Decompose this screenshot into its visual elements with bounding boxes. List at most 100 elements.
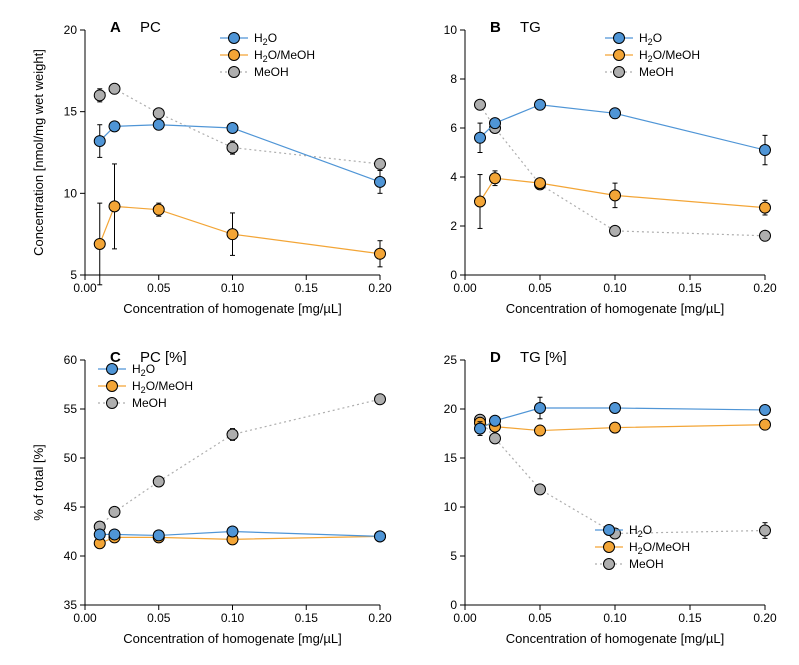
series-line-MeOH: [480, 420, 765, 534]
y-tick-label: 8: [450, 72, 457, 86]
figure-root: 0.00 0.05 0.10 0.15 0.20 Concentration of hom…: [0, 0, 799, 665]
legend-label-MeOH: MeOH: [132, 396, 167, 410]
panel-title: TG: [520, 19, 541, 36]
marker-H2O: [153, 119, 164, 130]
marker-H2O: [760, 145, 771, 156]
marker-H2O_MeOH: [610, 190, 621, 201]
marker-H2O_MeOH: [535, 178, 546, 189]
marker-MeOH: [227, 142, 238, 153]
x-axis-title: Concentration of homogenate [mg/µL]: [506, 631, 725, 646]
y-axis-title: Concentration [nmol/mg wet weight]: [31, 49, 46, 256]
marker-H2O: [109, 121, 120, 132]
y-tick-label: 0: [450, 268, 457, 282]
y-tick-label: 5: [70, 268, 77, 282]
marker-MeOH: [760, 525, 771, 536]
marker-H2O: [610, 108, 621, 119]
y-tick-label: 10: [444, 500, 458, 514]
marker-H2O: [490, 118, 501, 129]
marker-MeOH: [227, 429, 238, 440]
series-line-H2O_MeOH: [100, 536, 380, 543]
legend-label-H2O: H2O: [639, 31, 662, 47]
panel-a: 0.000.050.100.150.20Concentration of hom…: [20, 10, 395, 325]
legend-label-H2O: H2O: [254, 31, 277, 47]
marker-MeOH: [153, 476, 164, 487]
marker-H2O: [227, 526, 238, 537]
x-tick-label: 0.10: [603, 611, 627, 625]
marker-H2O: [375, 176, 386, 187]
panel-letter: D: [490, 349, 501, 366]
series-line-MeOH: [100, 399, 380, 526]
x-tick-label: 0.00: [453, 281, 477, 295]
legend-label-MeOH: MeOH: [629, 557, 664, 571]
legend-label-H2O_MeOH: H2O/MeOH: [132, 379, 193, 395]
y-tick-label: 2: [450, 219, 457, 233]
y-tick-label: 6: [450, 121, 457, 135]
y-tick-label: 40: [64, 549, 78, 563]
x-tick-label: 0.15: [678, 611, 702, 625]
marker-MeOH: [109, 83, 120, 94]
marker-MeOH: [109, 506, 120, 517]
panel-svg: 0.000.050.100.150.20Concentration of hom…: [20, 10, 395, 325]
x-axis-title: Concentration of homogenate [mg/µL]: [123, 301, 342, 316]
x-tick-label: 0.20: [753, 281, 777, 295]
marker-MeOH: [475, 99, 486, 110]
y-tick-label: 5: [450, 549, 457, 563]
marker-H2O_MeOH: [760, 419, 771, 430]
y-tick-label: 10: [64, 186, 78, 200]
x-tick-label: 0.00: [73, 611, 97, 625]
x-tick-label: 0.00: [73, 281, 97, 295]
legend-label-MeOH: MeOH: [639, 65, 674, 79]
marker-H2O: [490, 415, 501, 426]
x-tick-label: 0.15: [678, 281, 702, 295]
marker-MeOH: [490, 433, 501, 444]
legend-label-H2O_MeOH: H2O/MeOH: [639, 48, 700, 64]
y-tick-label: 20: [64, 23, 78, 37]
panel-svg: 0.00 0.05 0.10 0.15 0.20 Concentration of hom…: [20, 345, 395, 655]
marker-H2O: [375, 531, 386, 542]
y-tick-label: 55: [64, 402, 78, 416]
x-tick-label: 0.15: [295, 611, 319, 625]
series-line-H2O: [480, 105, 765, 150]
series-line-MeOH: [480, 105, 765, 236]
panel-b: 0.000.050.100.150.20Concentration of hom…: [405, 10, 785, 325]
marker-H2O_MeOH: [375, 248, 386, 259]
marker-H2O_MeOH: [109, 201, 120, 212]
y-tick-label: 15: [64, 105, 78, 119]
marker-H2O: [610, 403, 621, 414]
x-tick-label: 0.05: [528, 611, 552, 625]
series-line-H2O: [100, 532, 380, 537]
y-tick-label: 15: [444, 451, 458, 465]
panel-svg: 0.000.050.100.150.20Concentration of hom…: [405, 10, 785, 325]
x-tick-label: 0.10: [221, 611, 245, 625]
panel-title: TG [%]: [520, 349, 567, 366]
panel-letter: A: [110, 19, 121, 36]
x-axis-title: Concentration of homogenate [mg/µL]: [123, 631, 342, 646]
x-tick-label: 0.05: [528, 281, 552, 295]
series-line-H2O_MeOH: [100, 206, 380, 253]
legend-label-H2O_MeOH: H2O/MeOH: [629, 540, 690, 556]
series-line-MeOH: [100, 89, 380, 164]
marker-H2O_MeOH: [153, 204, 164, 215]
marker-H2O_MeOH: [490, 173, 501, 184]
legend: H2OH2O/MeOHMeOH: [605, 31, 700, 79]
y-axis-title: % of total [%]: [31, 444, 46, 521]
y-tick-label: 10: [444, 23, 458, 37]
marker-H2O: [153, 530, 164, 541]
legend-label-H2O_MeOH: H2O/MeOH: [254, 48, 315, 64]
marker-MeOH: [375, 158, 386, 169]
x-tick-label: 0.20: [368, 611, 392, 625]
x-tick-label: 0.05: [147, 281, 171, 295]
marker-H2O: [94, 529, 105, 540]
legend: H2OH2O/MeOHMeOH: [220, 31, 315, 79]
x-tick-label: 0.10: [603, 281, 627, 295]
x-tick-label: 0.05: [147, 611, 171, 625]
panel-svg: 0.000.050.100.150.20Concentration of hom…: [405, 345, 785, 655]
marker-MeOH: [94, 90, 105, 101]
marker-MeOH: [760, 230, 771, 241]
marker-MeOH: [153, 108, 164, 119]
legend: H2OH2O/MeOHMeOH: [98, 362, 193, 410]
marker-MeOH: [375, 394, 386, 405]
panel-c: 0.00 0.05 0.10 0.15 0.20 Concentration of hom…: [20, 345, 395, 655]
marker-H2O_MeOH: [94, 238, 105, 249]
y-tick-label: 60: [64, 353, 78, 367]
